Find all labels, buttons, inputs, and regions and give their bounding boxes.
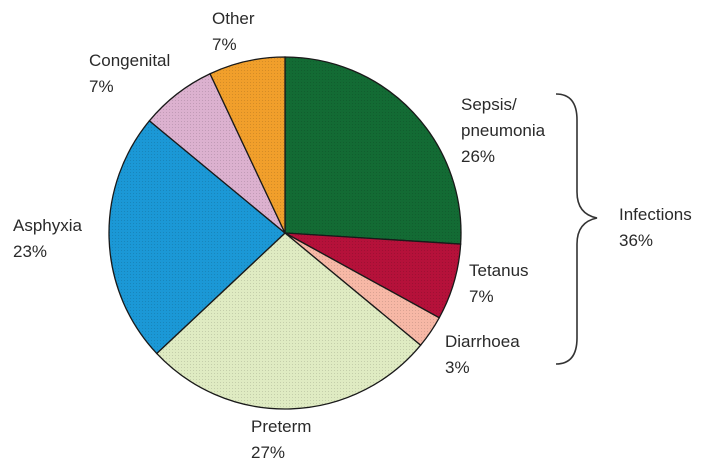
value-sepsis-pneumonia: 26% (461, 147, 495, 166)
label-infections: Infections (619, 205, 692, 224)
value-diarrhoea: 3% (445, 358, 470, 377)
label-infections-group: Infections 36% (619, 205, 697, 250)
label-preterm: Preterm 27% (251, 417, 316, 458)
label-sepsis-pneumonia: Sepsis/ pneumonia 26% (461, 95, 550, 166)
label-asphyxia-line1: Asphyxia (13, 216, 83, 235)
value-tetanus: 7% (469, 287, 494, 306)
pie-texture (108, 57, 461, 410)
label-diarrhoea-line1: Diarrhoea (445, 332, 520, 351)
label-congenital-line1: Congenital (89, 51, 170, 70)
label-sepsis-line1: Sepsis/ (461, 95, 517, 114)
pie-slice-texture-diarrhoea (285, 233, 440, 346)
pie-slice-texture-asphyxia (108, 120, 285, 354)
label-diarrhoea: Diarrhoea 3% (445, 332, 524, 377)
value-infections: 36% (619, 231, 653, 250)
label-congenital: Congenital 7% (89, 51, 175, 96)
pie-slice-texture-tetanus (285, 233, 461, 318)
label-other-line1: Other (212, 9, 255, 28)
value-other: 7% (212, 35, 237, 54)
pie-slice-texture-congenital (149, 73, 285, 233)
pie-slice-texture-other (210, 57, 285, 233)
label-sepsis-line2: pneumonia (461, 121, 546, 140)
infections-brace (555, 93, 598, 365)
label-preterm-line1: Preterm (251, 417, 311, 436)
value-congenital: 7% (89, 77, 114, 96)
value-preterm: 27% (251, 443, 285, 458)
label-asphyxia: Asphyxia 23% (13, 216, 87, 261)
value-asphyxia: 23% (13, 242, 47, 261)
label-other: Other 7% (212, 9, 259, 54)
pie-slice-texture-preterm (156, 233, 421, 410)
label-tetanus-line1: Tetanus (469, 261, 529, 280)
pie-slice-texture-sepsis-pneumonia (285, 57, 461, 245)
label-tetanus: Tetanus 7% (469, 261, 533, 306)
